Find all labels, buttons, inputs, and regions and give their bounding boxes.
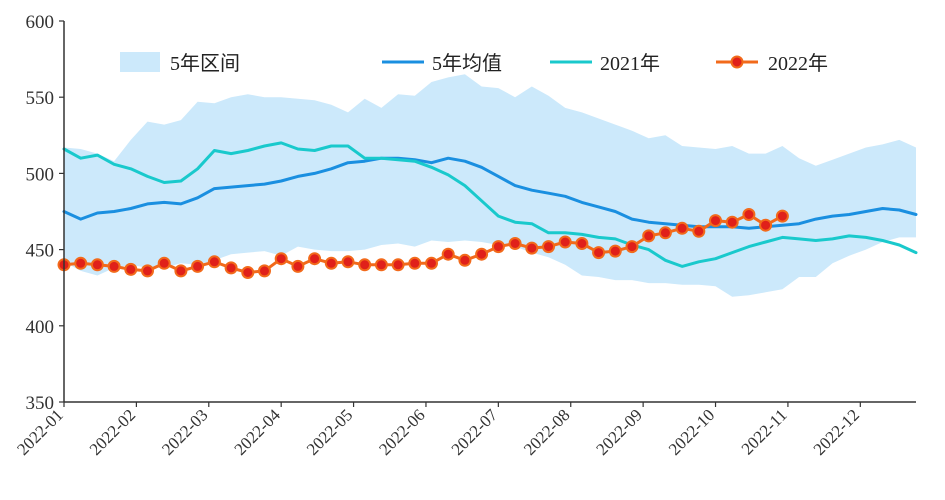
series-2022-point <box>90 258 104 272</box>
x-tick-label: 2022-11 <box>738 405 791 458</box>
legend-band-swatch <box>120 52 160 72</box>
series-2022-point <box>274 252 288 266</box>
legend-item-band: 5年区间 <box>120 52 240 75</box>
series-2022-point <box>625 240 639 254</box>
y-tick-label: 450 <box>26 241 55 262</box>
series-2022-point <box>491 240 505 254</box>
series-2022-point <box>642 229 656 243</box>
series-2022-point <box>709 214 722 228</box>
series-2022-point <box>191 259 205 273</box>
series-2022-point <box>124 262 138 276</box>
y-tick-label: 500 <box>26 164 55 185</box>
legend-2022-label: 2022年 <box>768 52 828 75</box>
series-2022-point <box>107 259 121 273</box>
series-2022-point <box>575 237 589 250</box>
series-2022-point <box>207 255 221 269</box>
series-2022-point <box>675 221 689 235</box>
series-2022-point <box>308 252 322 266</box>
mean-line <box>62 156 918 230</box>
series-2022-point <box>592 246 606 260</box>
series-2022-point <box>742 208 756 221</box>
range-band <box>64 74 916 297</box>
series-2022-point <box>391 258 405 272</box>
x-tick-label: 2022-08 <box>520 405 574 459</box>
series-2022-point <box>408 256 422 270</box>
series-2022-point <box>358 258 372 272</box>
x-tick-label: 2022-09 <box>592 405 646 459</box>
legend-item-2021: 2021年 <box>550 52 660 75</box>
x-tick-label: 2022-06 <box>375 405 429 459</box>
series-2022-point <box>692 224 706 238</box>
legend-2022-marker <box>730 55 744 69</box>
series-2022-point <box>324 256 338 270</box>
legend-item-mean: 5年均值 <box>382 52 502 75</box>
x-ticks: 2022-01 2022-02 2022-03 2022-04 2022-05 2022-… <box>13 402 863 459</box>
legend-2021-label: 2021年 <box>600 52 660 75</box>
y-tick-label: 550 <box>26 88 55 109</box>
series-2022-point <box>141 264 154 278</box>
x-tick-label: 2022-04 <box>230 405 284 459</box>
series-2022-point <box>658 226 672 240</box>
series-2022-point <box>525 241 539 255</box>
x-tick-label: 2022-05 <box>303 405 357 459</box>
series-2022-point <box>224 261 238 275</box>
series-2022-point <box>725 215 739 229</box>
series-2022-point <box>157 256 171 270</box>
y-tick-label: 600 <box>26 12 55 33</box>
series-2022-point <box>291 259 305 273</box>
x-tick-label: 2022-12 <box>810 405 864 459</box>
plot-area <box>57 74 918 297</box>
series-2022-point <box>374 258 388 272</box>
legend-item-2022: 2022年 <box>716 52 828 75</box>
y-tick-label: 400 <box>26 317 55 338</box>
series-2022-point <box>458 253 472 267</box>
series-2022-point <box>441 247 455 261</box>
series-2022-point <box>258 264 271 278</box>
y-ticks: 350 400 450 500 550 600 <box>26 12 64 414</box>
series-2022-point <box>425 256 438 270</box>
series-2021-line <box>62 141 918 268</box>
x-tick-label: 2022-02 <box>86 405 140 459</box>
legend-band-label: 5年区间 <box>170 52 240 75</box>
y-tick-label: 350 <box>26 393 55 414</box>
series-2022-point <box>608 244 622 258</box>
series-2022-point <box>475 247 489 261</box>
axes <box>63 21 916 403</box>
x-tick-label: 2022-07 <box>448 405 502 459</box>
x-tick-label: 2022-10 <box>665 405 719 459</box>
legend: 5年区间 5年均值 2021年 2022年 <box>120 52 828 75</box>
series-2022-point <box>558 235 572 249</box>
series-2022-point <box>341 255 355 269</box>
x-tick-label: 2022-03 <box>158 405 212 459</box>
series-2022-point <box>241 266 255 279</box>
series-2022-point <box>775 209 789 223</box>
series-2022-point <box>174 264 188 278</box>
legend-mean-label: 5年均值 <box>432 52 502 75</box>
series-2022-point <box>759 218 773 232</box>
series-2022-point <box>542 240 555 254</box>
series-2022-point <box>74 256 88 270</box>
series-2022-point <box>508 237 522 250</box>
